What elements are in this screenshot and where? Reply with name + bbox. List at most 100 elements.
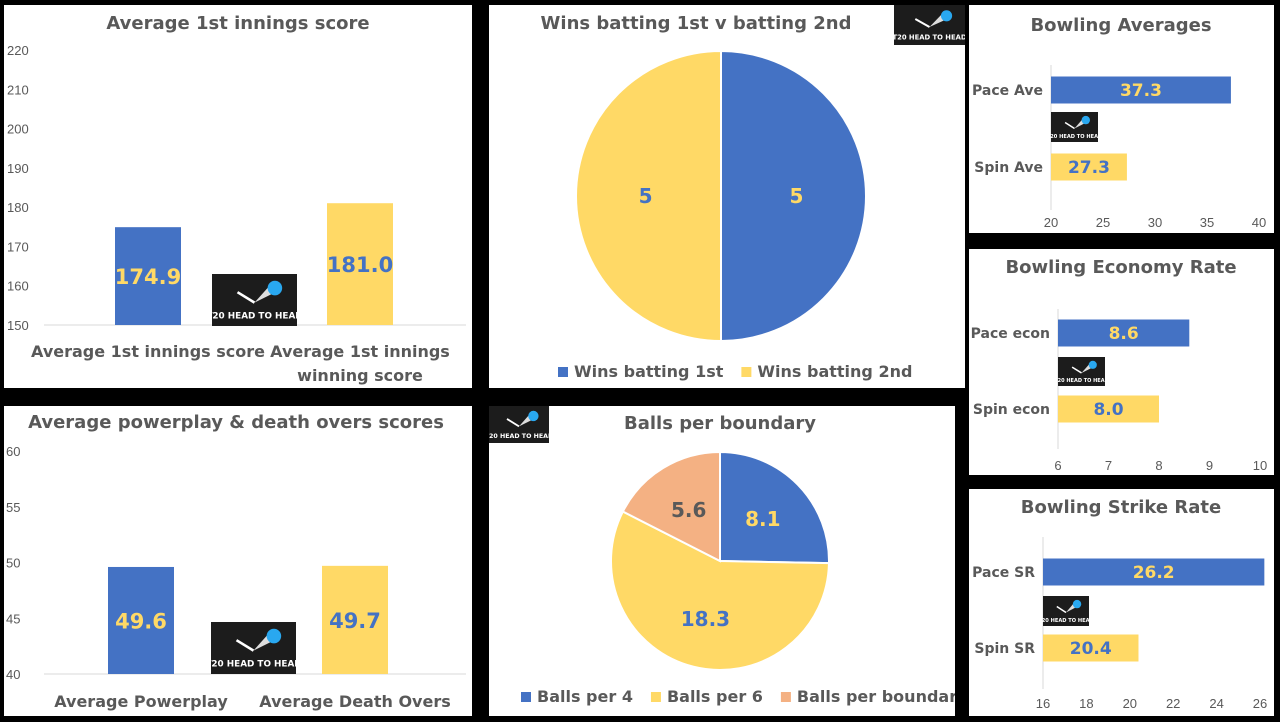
bowling-economy-chart: Bowling Economy Rate 6 7 8 9 10 8.6 Pace econ 8.… <box>971 257 1268 473</box>
y-tick-label: 45 <box>6 611 20 626</box>
y-tick-label: 180 <box>7 200 29 215</box>
category-label: Spin SR <box>974 641 1035 657</box>
legend-label: Balls per boundary <box>797 687 955 706</box>
bar <box>1043 558 1265 586</box>
chart-title: Bowling Strike Rate <box>1021 497 1221 518</box>
x-tick-label: 18 <box>1079 696 1093 711</box>
wins-batting-chart: Wins batting 1st v batting 2nd 5 5 Wins bat… <box>541 5 965 381</box>
legend-label: Wins batting 1st <box>574 362 724 381</box>
logo-icon: T20 HEAD TO HEAD <box>206 274 303 326</box>
pie-slice <box>720 49 867 343</box>
y-tick-label: 60 <box>6 444 20 459</box>
legend-label: Wins batting 2nd <box>757 362 912 381</box>
logo-icon: T20 HEAD TO HEAD <box>892 5 965 45</box>
y-tick-label: 220 <box>7 43 29 58</box>
x-tick-label: 22 <box>1166 696 1180 711</box>
powerplay-death-panel: Average powerplay & death overs scores 40… <box>4 406 472 716</box>
bowling-strike-rate-chart: Bowling Strike Rate 16 18 20 22 24 26 26.2 Pace … <box>972 497 1267 711</box>
balls-per-boundary-panel: Balls per boundary 8.1 18.3 5.6 Balls per 4 B… <box>489 406 955 716</box>
category-label: Pace SR <box>972 565 1035 581</box>
data-label: 5 <box>789 184 803 208</box>
bar <box>108 566 174 674</box>
category-label: Pace econ <box>971 326 1050 342</box>
bar <box>1051 153 1127 181</box>
logo-text: T20 HEAD TO HEAD <box>1054 378 1109 384</box>
powerplay-death-chart: Average powerplay & death overs scores 40… <box>6 412 466 711</box>
pie-slice <box>575 49 722 343</box>
logo-icon: T20 HEAD TO HEAD <box>1054 357 1109 386</box>
chart-title: Balls per boundary <box>624 413 816 434</box>
x-tick-label: 20 <box>1123 696 1137 711</box>
category-label: Pace Ave <box>972 83 1043 99</box>
logo-text: T20 HEAD TO HEAD <box>1047 134 1103 140</box>
x-tick-label: 16 <box>1036 696 1050 711</box>
x-tick-label: 25 <box>1096 215 1110 230</box>
x-tick-label: 30 <box>1148 215 1162 230</box>
y-tick-label: 40 <box>6 667 20 682</box>
bar <box>115 227 181 325</box>
category-label: Average 1st innings score <box>31 342 265 361</box>
bar <box>327 203 393 325</box>
legend-swatch <box>741 367 752 377</box>
chart-title: Wins batting 1st v batting 2nd <box>541 13 852 34</box>
avg-1st-innings-chart: Average 1st innings score150160170180190… <box>7 13 466 385</box>
data-label: 8.0 <box>1093 400 1123 420</box>
data-label: 27.3 <box>1068 158 1110 178</box>
data-label: 26.2 <box>1133 563 1175 583</box>
data-label: 20.4 <box>1070 639 1112 659</box>
x-tick-label: 35 <box>1200 215 1214 230</box>
legend-swatch <box>650 692 661 702</box>
bowling-averages-panel: Bowling Averages 20 25 30 35 40 37.3 Pace Ave 27… <box>969 5 1274 233</box>
data-label: 174.9 <box>115 265 181 289</box>
bowling-strike-rate-panel: Bowling Strike Rate 16 18 20 22 24 26 26.2 Pace … <box>969 489 1274 716</box>
legend-swatch <box>521 692 531 702</box>
x-tick-label: 7 <box>1105 458 1112 473</box>
y-tick-label: 160 <box>7 279 29 294</box>
bar <box>1043 634 1139 662</box>
y-tick-label: 50 <box>6 556 20 571</box>
category-label: winning score <box>297 366 423 385</box>
logo-icon: T20 HEAD TO HEAD <box>205 622 302 674</box>
logo-text: T20 HEAD TO HEAD <box>1038 618 1094 624</box>
data-label: 37.3 <box>1120 81 1162 101</box>
logo-icon: T20 HEAD TO HEAD <box>1047 112 1103 142</box>
x-tick-label: 40 <box>1252 215 1266 230</box>
balls-per-boundary-chart: Balls per boundary 8.1 18.3 5.6 Balls per 4 B… <box>489 406 955 706</box>
x-tick-label: 26 <box>1253 696 1267 711</box>
category-label: Average Powerplay <box>54 692 228 711</box>
x-tick-label: 6 <box>1054 458 1061 473</box>
y-tick-label: 150 <box>7 318 29 333</box>
x-tick-label: 24 <box>1209 696 1223 711</box>
y-tick-label: 55 <box>6 500 20 515</box>
category-label: Average Death Overs <box>259 692 451 711</box>
bar <box>1058 319 1190 347</box>
avg-1st-innings-panel: Average 1st innings score 150 160 170 180 190… <box>4 5 472 388</box>
bar <box>1058 395 1159 423</box>
legend-label: Balls per 4 <box>537 687 633 706</box>
pie-slice <box>719 450 830 565</box>
legend-label: Balls per 6 <box>667 687 763 706</box>
data-label: 5 <box>639 184 653 208</box>
logo-icon: T20 HEAD TO HEAD <box>1038 596 1094 626</box>
logo-icon: T20 HEAD TO HEAD <box>489 406 553 443</box>
chart-title: Bowling Averages <box>1030 15 1211 36</box>
data-label: 8.6 <box>1109 324 1139 344</box>
legend-swatch <box>780 692 791 702</box>
logo-text: T20 HEAD TO HEAD <box>205 660 301 670</box>
pie-slice <box>610 510 831 671</box>
bar <box>1051 76 1231 104</box>
bowling-economy-panel: Bowling Economy Rate 6 7 8 9 10 8.6 Pace econ 8.… <box>969 249 1274 475</box>
y-tick-label: 170 <box>7 239 29 254</box>
data-label: 49.7 <box>329 609 381 633</box>
category-label: Spin econ <box>973 402 1050 418</box>
chart-title: Average 1st innings score <box>106 13 369 34</box>
chart-title: Average powerplay & death overs scores <box>28 412 444 433</box>
data-label: 181.0 <box>327 253 393 277</box>
logo-text: T20 HEAD TO HEAD <box>489 433 553 440</box>
data-label: 18.3 <box>681 607 730 631</box>
bowling-averages-chart: Bowling Averages 20 25 30 35 40 37.3 Pace Ave 27… <box>972 15 1266 230</box>
category-label: Spin Ave <box>974 160 1043 176</box>
data-label: 49.6 <box>115 609 167 633</box>
logo-text: T20 HEAD TO HEAD <box>892 33 965 41</box>
x-tick-label: 8 <box>1155 458 1162 473</box>
